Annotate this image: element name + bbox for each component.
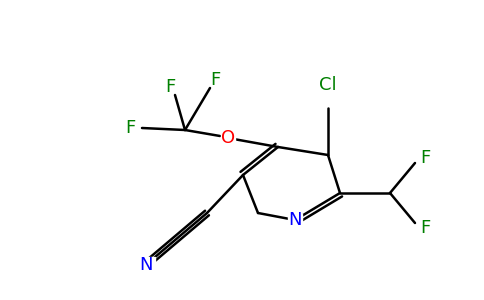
Text: Cl: Cl [319,76,337,94]
Text: N: N [139,256,153,274]
Text: O: O [221,129,235,147]
Bar [221,132,235,144]
Bar [141,257,155,269]
Text: F: F [420,149,430,167]
Text: N: N [288,211,302,229]
Text: F: F [125,119,135,137]
Text: F: F [210,71,220,89]
Bar [288,214,302,226]
Text: F: F [165,78,175,96]
Text: F: F [420,219,430,237]
